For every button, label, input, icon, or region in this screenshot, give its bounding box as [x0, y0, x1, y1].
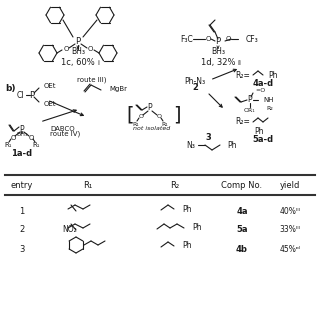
- Text: Ph: Ph: [268, 70, 277, 79]
- Text: O: O: [28, 135, 34, 141]
- Text: ]: ]: [173, 106, 181, 124]
- Text: P: P: [76, 37, 81, 46]
- Text: 5a: 5a: [236, 226, 248, 235]
- Text: O: O: [139, 115, 143, 119]
- Text: BH₃: BH₃: [16, 132, 28, 138]
- Text: 4a: 4a: [236, 206, 248, 215]
- Text: 4a-d: 4a-d: [252, 78, 274, 87]
- Text: R₂=: R₂=: [235, 117, 250, 126]
- Text: OEt: OEt: [44, 83, 57, 89]
- Text: 5a-d: 5a-d: [252, 135, 274, 145]
- Text: 1d, 32%: 1d, 32%: [201, 58, 235, 67]
- Text: Ph: Ph: [182, 204, 191, 213]
- Text: 45%ᶛᴵ: 45%ᶛᴵ: [279, 244, 301, 253]
- Text: R₁: R₁: [4, 142, 12, 148]
- Text: Ph: Ph: [182, 242, 191, 251]
- Text: ii: ii: [237, 60, 241, 66]
- Text: P: P: [248, 95, 252, 105]
- Text: R₁: R₁: [132, 122, 140, 126]
- Text: 2: 2: [192, 84, 198, 92]
- Text: N₃: N₃: [186, 140, 195, 149]
- Text: =O: =O: [255, 89, 265, 93]
- Text: i: i: [97, 60, 99, 66]
- Text: MgBr: MgBr: [109, 86, 127, 92]
- Text: 1: 1: [20, 206, 25, 215]
- Text: NO₂: NO₂: [63, 225, 77, 234]
- Text: OEt: OEt: [44, 101, 57, 107]
- Text: R₁: R₁: [84, 180, 92, 189]
- Text: 3: 3: [19, 244, 25, 253]
- Text: 1c, 60%: 1c, 60%: [61, 58, 95, 67]
- Text: R₂: R₂: [267, 106, 273, 110]
- Text: F₃C: F₃C: [180, 35, 193, 44]
- Text: route IV): route IV): [50, 131, 80, 137]
- Text: O: O: [87, 46, 93, 52]
- Text: Ph: Ph: [192, 223, 202, 233]
- Text: 1a-d: 1a-d: [12, 148, 33, 157]
- Text: Ph-N₃: Ph-N₃: [184, 77, 205, 86]
- Text: O: O: [205, 36, 211, 42]
- Text: 4b: 4b: [236, 244, 248, 253]
- Text: O: O: [225, 36, 231, 42]
- Text: DABCO: DABCO: [50, 126, 75, 132]
- Text: 33%ᴵᴵᴵ: 33%ᴵᴵᴵ: [279, 226, 300, 235]
- Text: NH: NH: [263, 97, 274, 103]
- Text: R₂=: R₂=: [235, 70, 250, 79]
- Text: not isolated: not isolated: [133, 126, 171, 132]
- Text: P: P: [20, 124, 24, 133]
- Text: R₁: R₁: [32, 142, 40, 148]
- Text: yield: yield: [280, 180, 300, 189]
- Text: O: O: [156, 115, 162, 119]
- Text: R₂: R₂: [171, 180, 180, 189]
- Text: CF₃: CF₃: [246, 35, 259, 44]
- Text: O: O: [10, 135, 16, 141]
- Text: Ph: Ph: [254, 127, 263, 137]
- Text: O: O: [63, 46, 69, 52]
- Text: route III): route III): [77, 77, 107, 83]
- Text: Cl: Cl: [17, 91, 24, 100]
- Text: P: P: [148, 103, 152, 113]
- Text: Comp No.: Comp No.: [221, 180, 263, 189]
- Text: [: [: [126, 106, 134, 124]
- Text: 40%ᴵᴵᴵ: 40%ᴵᴵᴵ: [279, 206, 300, 215]
- Text: b): b): [5, 84, 15, 92]
- Text: P: P: [215, 37, 220, 46]
- Text: 2: 2: [20, 226, 25, 235]
- Text: 3: 3: [205, 133, 211, 142]
- Text: R₁: R₁: [162, 122, 168, 126]
- Text: OR₁: OR₁: [244, 108, 256, 114]
- Text: entry: entry: [11, 180, 33, 189]
- Text: Ph: Ph: [227, 140, 236, 149]
- Text: BH₃: BH₃: [71, 47, 85, 57]
- Text: P: P: [29, 91, 35, 100]
- Text: BH₃: BH₃: [211, 47, 225, 57]
